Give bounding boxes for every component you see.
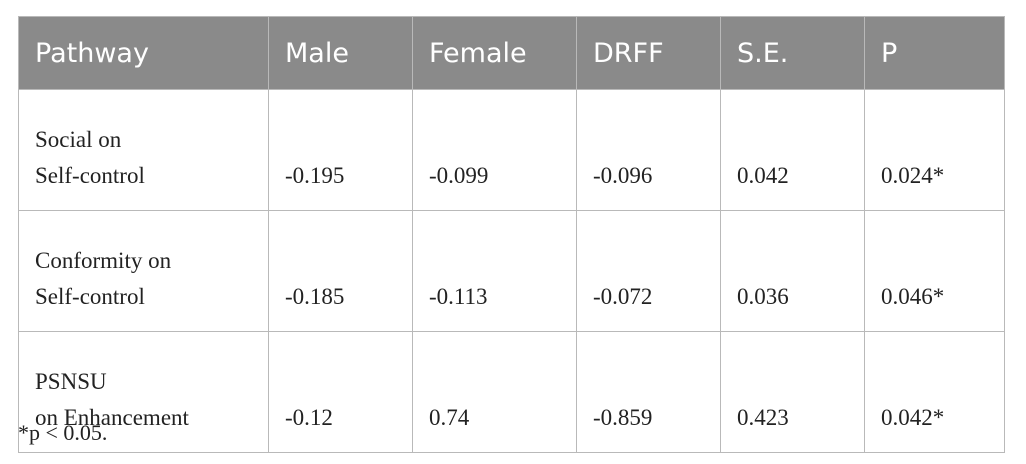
cell-drff: -0.096 [576, 89, 721, 211]
cell-p: 0.024* [864, 89, 1005, 211]
results-table: Pathway Male Female DRFF S.E. P Social o… [18, 16, 1005, 453]
cell-se: 0.036 [720, 210, 865, 332]
cell-pathway: Conformity on Self-control [18, 210, 269, 332]
pathway-line-1: Conformity on [35, 248, 172, 273]
cell-male: -0.195 [268, 89, 413, 211]
cell-female: -0.113 [412, 210, 577, 332]
table-row: PSNSU on Enhancement -0.12 0.74 -0.859 0… [18, 331, 1005, 453]
cell-se: 0.423 [720, 331, 865, 453]
cell-se: 0.042 [720, 89, 865, 211]
header-drff: DRFF [576, 16, 721, 90]
cell-female: 0.74 [412, 331, 577, 453]
cell-pathway: PSNSU on Enhancement [18, 331, 269, 453]
pathway-line-2: Self-control [35, 284, 145, 309]
header-p: P [864, 16, 1005, 90]
header-female: Female [412, 16, 577, 90]
cell-male: -0.185 [268, 210, 413, 332]
header-male: Male [268, 16, 413, 90]
pathway-line-2: Self-control [35, 163, 145, 188]
table-row: Conformity on Self-control -0.185 -0.113… [18, 210, 1005, 332]
table-row: Social on Self-control -0.195 -0.099 -0.… [18, 89, 1005, 211]
pathway-line-1: PSNSU [35, 369, 107, 394]
cell-drff: -0.859 [576, 331, 721, 453]
header-se: S.E. [720, 16, 865, 90]
footnote: *p < 0.05. [18, 420, 108, 445]
cell-female: -0.099 [412, 89, 577, 211]
pathway-line-2: on Enhancement [35, 405, 189, 430]
cell-drff: -0.072 [576, 210, 721, 332]
header-pathway: Pathway [18, 16, 269, 90]
pathway-line-1: Social on [35, 127, 122, 152]
cell-p: 0.042* [864, 331, 1005, 453]
cell-pathway: Social on Self-control [18, 89, 269, 211]
cell-male: -0.12 [268, 331, 413, 453]
header-row: Pathway Male Female DRFF S.E. P [18, 16, 1005, 90]
cell-p: 0.046* [864, 210, 1005, 332]
